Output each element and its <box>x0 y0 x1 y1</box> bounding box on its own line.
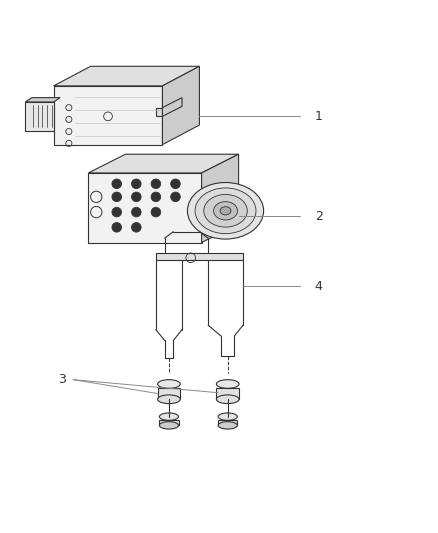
Circle shape <box>171 179 180 189</box>
Ellipse shape <box>159 413 179 421</box>
Circle shape <box>131 192 141 201</box>
Polygon shape <box>25 98 60 102</box>
Circle shape <box>151 192 161 201</box>
Polygon shape <box>162 98 182 116</box>
Polygon shape <box>156 108 162 116</box>
Circle shape <box>112 207 121 217</box>
Circle shape <box>171 192 180 201</box>
Polygon shape <box>159 419 179 425</box>
Polygon shape <box>201 154 239 243</box>
Polygon shape <box>156 254 243 260</box>
Polygon shape <box>216 389 239 399</box>
Text: 2: 2 <box>315 210 323 223</box>
Circle shape <box>112 223 121 232</box>
Ellipse shape <box>218 413 237 421</box>
Polygon shape <box>218 419 237 425</box>
Ellipse shape <box>195 188 256 233</box>
Circle shape <box>112 179 121 189</box>
Text: 3: 3 <box>58 373 66 386</box>
Ellipse shape <box>187 182 264 239</box>
Polygon shape <box>88 154 239 173</box>
Ellipse shape <box>216 379 239 389</box>
Ellipse shape <box>159 422 179 429</box>
Polygon shape <box>158 389 180 399</box>
Text: 4: 4 <box>315 280 323 293</box>
Polygon shape <box>162 66 199 144</box>
Ellipse shape <box>214 201 237 220</box>
Circle shape <box>112 192 121 201</box>
Text: 1: 1 <box>315 110 323 123</box>
Ellipse shape <box>220 207 231 215</box>
Ellipse shape <box>218 422 237 429</box>
Circle shape <box>131 179 141 189</box>
Circle shape <box>131 223 141 232</box>
Circle shape <box>131 207 141 217</box>
Ellipse shape <box>216 395 239 403</box>
Polygon shape <box>88 173 201 243</box>
Polygon shape <box>53 86 162 144</box>
Circle shape <box>151 207 161 217</box>
Ellipse shape <box>204 195 247 227</box>
Ellipse shape <box>158 379 180 389</box>
Ellipse shape <box>158 395 180 403</box>
Polygon shape <box>53 66 199 86</box>
Polygon shape <box>25 102 53 131</box>
Circle shape <box>151 179 161 189</box>
